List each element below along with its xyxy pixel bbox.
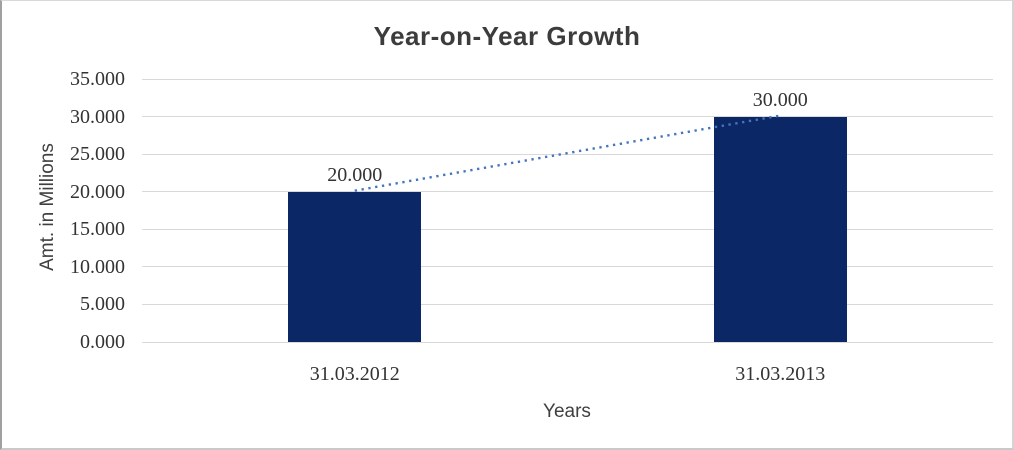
y-tick-label: 5.000 [80,293,125,316]
bar-value-label: 30.000 [752,88,808,111]
gridline [142,191,993,193]
y-tick-label: 25.000 [70,143,125,166]
bar-value-label: 20.000 [327,163,383,186]
chart-title: Year-on-Year Growth [373,21,641,51]
gridline [142,228,993,230]
y-tick-label: 35.000 [70,68,125,90]
x-category-label: 31.03.2012 [309,363,400,385]
gridline [142,341,993,343]
bar [288,191,422,342]
y-tick-label: 10.000 [70,255,125,278]
y-tick-label: 15.000 [70,218,125,241]
gridline [142,303,993,305]
y-tick-label: 30.000 [70,105,125,128]
y-tick-label: 0.000 [80,331,125,353]
gridline [142,266,993,268]
gridline [142,78,993,80]
gridline [142,116,993,118]
y-tick-label: 20.000 [70,180,125,203]
x-category-label: 31.03.2013 [735,363,826,385]
bar [713,116,847,342]
x-axis-title: Years [543,401,591,422]
gridline [142,153,993,155]
